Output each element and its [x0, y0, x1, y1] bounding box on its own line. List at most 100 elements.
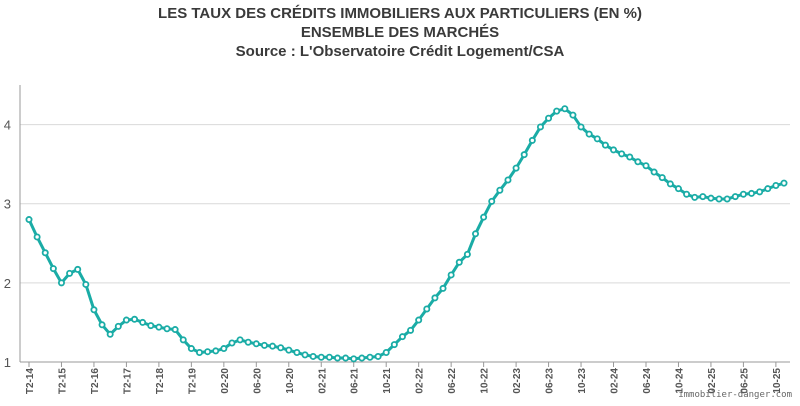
y-tick-label: 3 — [4, 197, 11, 212]
data-point — [382, 349, 390, 357]
x-tick-label: 06-23 — [545, 368, 556, 394]
data-point — [780, 179, 788, 187]
data-point — [179, 336, 187, 344]
data-point — [285, 346, 293, 354]
data-point — [49, 265, 57, 273]
data-point — [390, 341, 398, 349]
data-point — [650, 168, 658, 176]
data-point — [528, 136, 536, 144]
data-point — [577, 123, 585, 131]
data-point — [139, 318, 147, 326]
x-tick-label: 10-25 — [772, 368, 783, 394]
data-point — [545, 114, 553, 122]
x-tick-label: 10-23 — [577, 368, 588, 394]
y-axis-ticks: 1 2 3 4 — [4, 118, 11, 370]
data-point — [98, 321, 106, 329]
data-point — [74, 265, 82, 273]
y-tick-label: 4 — [4, 118, 11, 133]
x-tick-label: T2-15 — [57, 368, 68, 395]
data-point — [569, 111, 577, 119]
data-point — [415, 316, 423, 324]
data-point — [236, 336, 244, 344]
data-point — [674, 185, 682, 193]
data-point — [601, 141, 609, 149]
data-point — [593, 135, 601, 143]
x-tick-label: 06-24 — [642, 368, 653, 394]
data-point — [260, 341, 268, 349]
data-point — [25, 216, 33, 224]
data-point — [204, 348, 212, 356]
data-point — [480, 213, 488, 221]
data-point — [309, 352, 317, 360]
data-point — [585, 130, 593, 138]
data-point — [626, 153, 634, 161]
data-point — [252, 340, 260, 348]
x-tick-label: T2-14 — [25, 368, 36, 395]
data-point — [642, 162, 650, 170]
x-tick-label: 10-21 — [382, 368, 393, 394]
data-point — [699, 193, 707, 201]
data-point — [536, 123, 544, 131]
data-point — [228, 339, 236, 347]
data-point — [748, 189, 756, 197]
data-point — [423, 305, 431, 313]
data-point — [269, 342, 277, 350]
data-point — [171, 326, 179, 334]
data-point — [715, 195, 723, 203]
data-point — [610, 146, 618, 154]
data-point — [439, 284, 447, 292]
data-point — [731, 193, 739, 201]
data-point — [195, 349, 203, 357]
gridlines — [19, 85, 790, 362]
data-point — [447, 271, 455, 279]
data-point — [244, 338, 252, 346]
data-point — [472, 230, 480, 238]
data-point — [333, 354, 341, 362]
data-point — [634, 158, 642, 166]
series-line — [27, 107, 785, 361]
data-point — [293, 349, 301, 357]
data-point — [618, 150, 626, 158]
data-point — [57, 279, 65, 287]
data-point — [350, 355, 358, 363]
data-point — [512, 164, 520, 172]
y-tick-label: 1 — [4, 355, 11, 370]
x-tick-label: T2-18 — [155, 368, 166, 395]
x-tick-label: 02-24 — [610, 368, 621, 394]
data-point — [723, 195, 731, 203]
data-point — [220, 345, 228, 353]
data-point — [504, 176, 512, 184]
x-tick-label: 06-22 — [447, 368, 458, 394]
data-point — [155, 323, 163, 331]
x-tick-label: 10-22 — [480, 368, 491, 394]
data-point — [683, 190, 691, 198]
data-point — [431, 294, 439, 302]
x-tick-label: 02-20 — [220, 368, 231, 394]
x-tick-label: 06-20 — [252, 368, 263, 394]
x-tick-label: 10-24 — [674, 368, 685, 394]
rate-line — [27, 107, 785, 361]
data-point — [325, 353, 333, 361]
data-point — [756, 188, 764, 196]
data-point — [317, 353, 325, 361]
data-point — [122, 316, 130, 324]
data-point — [739, 190, 747, 198]
data-point — [764, 185, 772, 193]
x-tick-label: 06-21 — [350, 368, 361, 394]
series-points — [25, 105, 788, 363]
data-point — [66, 269, 74, 277]
x-tick-label: 10-20 — [285, 368, 296, 394]
x-tick-label: T2-16 — [90, 368, 101, 395]
data-point — [374, 352, 382, 360]
x-tick-label: T2-17 — [122, 368, 133, 395]
data-point — [772, 182, 780, 190]
data-point — [277, 344, 285, 352]
chart-source: Source : L'Observatoire Crédit Logement/… — [235, 43, 565, 60]
data-point — [488, 197, 496, 205]
data-point — [147, 322, 155, 330]
data-point — [553, 107, 561, 115]
chart-title: LES TAUX DES CRÉDITS IMMOBILIERS AUX PAR… — [158, 5, 642, 22]
data-point — [342, 354, 350, 362]
